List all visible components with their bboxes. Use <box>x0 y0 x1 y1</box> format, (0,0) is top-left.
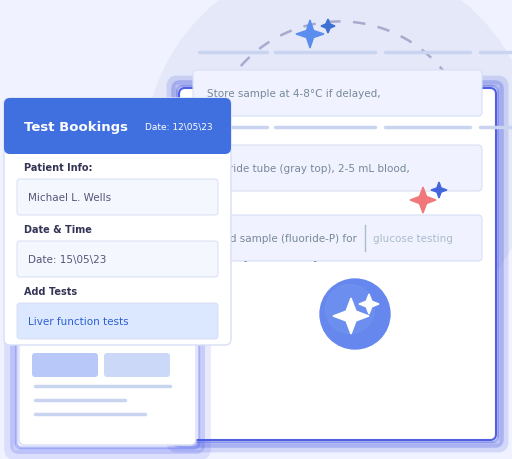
FancyBboxPatch shape <box>193 146 482 191</box>
Text: Blood sample (fluoride-P) for: Blood sample (fluoride-P) for <box>207 234 357 243</box>
Text: Store sample at 4-8°C if delayed,: Store sample at 4-8°C if delayed, <box>207 89 380 99</box>
Polygon shape <box>431 183 447 199</box>
FancyBboxPatch shape <box>17 241 218 277</box>
Text: Liver function tests: Liver function tests <box>28 316 129 326</box>
FancyBboxPatch shape <box>32 353 98 377</box>
FancyBboxPatch shape <box>193 216 482 262</box>
Text: Fluoride tube (gray top), 2-5 mL blood,: Fluoride tube (gray top), 2-5 mL blood, <box>207 164 410 174</box>
Text: Patient Info:: Patient Info: <box>24 162 93 173</box>
FancyBboxPatch shape <box>17 303 218 339</box>
FancyBboxPatch shape <box>199 178 207 191</box>
Text: Date: 15\05\23: Date: 15\05\23 <box>28 254 106 264</box>
Text: Michael L. Wells: Michael L. Wells <box>28 193 111 202</box>
FancyBboxPatch shape <box>193 71 482 117</box>
Text: Sample Description: Sample Description <box>213 248 349 261</box>
Polygon shape <box>359 294 379 314</box>
Text: Add Tests: Add Tests <box>24 286 77 297</box>
FancyBboxPatch shape <box>199 103 207 117</box>
Circle shape <box>145 0 512 349</box>
Text: General Instruction: General Instruction <box>213 103 349 116</box>
Circle shape <box>320 280 390 349</box>
Polygon shape <box>321 20 335 34</box>
Text: Test Bookings: Test Bookings <box>24 120 128 133</box>
Text: glucose testing: glucose testing <box>373 234 453 243</box>
FancyBboxPatch shape <box>104 353 170 377</box>
FancyBboxPatch shape <box>179 89 496 440</box>
FancyBboxPatch shape <box>19 338 196 445</box>
Polygon shape <box>410 188 436 213</box>
FancyBboxPatch shape <box>4 99 231 155</box>
FancyBboxPatch shape <box>4 99 231 345</box>
Bar <box>10 141 225 149</box>
Text: Collection Instruction: Collection Instruction <box>213 178 363 191</box>
Circle shape <box>326 285 374 334</box>
Polygon shape <box>296 21 324 49</box>
FancyBboxPatch shape <box>199 247 207 262</box>
Text: Date & Time: Date & Time <box>24 224 92 235</box>
FancyBboxPatch shape <box>17 179 218 216</box>
Polygon shape <box>333 298 369 334</box>
Text: Date: 12\05\23: Date: 12\05\23 <box>145 122 213 131</box>
